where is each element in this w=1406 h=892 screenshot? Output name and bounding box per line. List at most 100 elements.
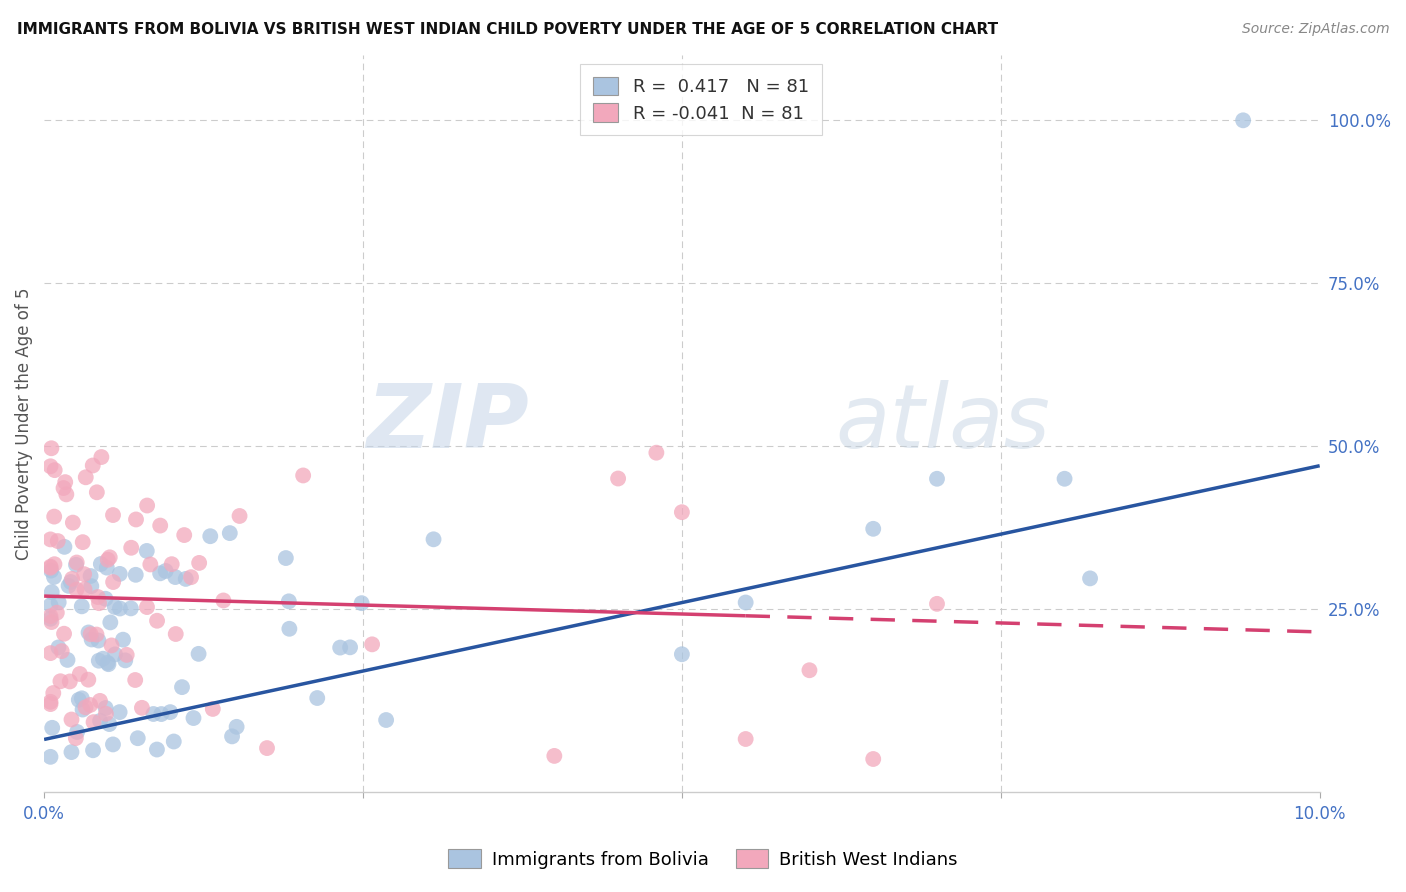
Point [127,731,149,746]
Point [734,595,756,609]
Point [79,569,101,583]
Point [72,535,94,549]
Point [39,697,62,711]
Point [173,528,195,542]
Point [97,553,120,567]
Point [183,711,205,725]
Point [73,582,96,597]
Point [607,471,630,485]
Point [104,599,127,614]
Point [80,579,103,593]
Point [41,585,63,599]
Point [49,674,72,689]
Point [44,558,66,572]
Point [125,567,148,582]
Point [120,541,142,555]
Point [39,599,62,613]
Point [86,627,108,641]
Point [136,499,159,513]
Point [94,706,117,721]
Point [89,694,111,708]
Point [120,601,142,615]
Point [671,647,693,661]
Point [59,574,82,589]
Point [75,700,97,714]
Point [80,632,103,647]
Point [108,566,131,581]
Point [39,612,62,626]
Point [73,567,96,582]
Text: atlas: atlas [835,380,1050,467]
Point [65,582,87,597]
Point [155,564,177,578]
Point [86,485,108,500]
Point [124,673,146,687]
Point [114,653,136,667]
Point [39,646,62,660]
Point [862,522,884,536]
Point [46,534,69,549]
Point [115,648,138,662]
Point [221,730,243,744]
Point [70,691,93,706]
Point [734,731,756,746]
Point [135,544,157,558]
Point [48,595,70,609]
Point [51,644,73,658]
Point [375,713,398,727]
Point [136,600,159,615]
Point [75,470,97,484]
Point [39,609,62,624]
Point [67,693,90,707]
Point [60,745,83,759]
Point [87,596,110,610]
Point [925,597,948,611]
Point [87,654,110,668]
Point [645,446,668,460]
Point [39,695,62,709]
Point [52,481,75,495]
Point [188,556,211,570]
Point [165,627,187,641]
Point [65,558,87,572]
Text: ZIP: ZIP [366,380,529,467]
Point [44,509,66,524]
Point [149,566,172,581]
Point [329,640,352,655]
Point [66,725,89,739]
Point [361,637,384,651]
Point [69,667,91,681]
Point [90,557,112,571]
Point [53,475,76,489]
Point [82,743,104,757]
Point [339,640,361,655]
Point [1232,113,1254,128]
Point [72,702,94,716]
Point [39,559,62,574]
Point [225,720,247,734]
Point [131,701,153,715]
Point [104,648,127,662]
Point [277,594,299,608]
Text: IMMIGRANTS FROM BOLIVIA VS BRITISH WEST INDIAN CHILD POVERTY UNDER THE AGE OF 5 : IMMIGRANTS FROM BOLIVIA VS BRITISH WEST … [17,22,998,37]
Text: Source: ZipAtlas.com: Source: ZipAtlas.com [1241,22,1389,37]
Point [146,742,169,756]
Point [59,674,82,689]
Point [187,647,209,661]
Point [39,459,62,474]
Point [66,556,89,570]
Point [228,508,250,523]
Point [83,715,105,730]
Point [174,572,197,586]
Point [180,570,202,584]
Point [89,714,111,728]
Point [39,564,62,578]
Point [94,701,117,715]
Point [41,721,63,735]
Point [350,596,373,610]
Point [278,622,301,636]
Point [79,698,101,712]
Point [56,653,79,667]
Point [55,487,77,501]
Point [218,526,240,541]
